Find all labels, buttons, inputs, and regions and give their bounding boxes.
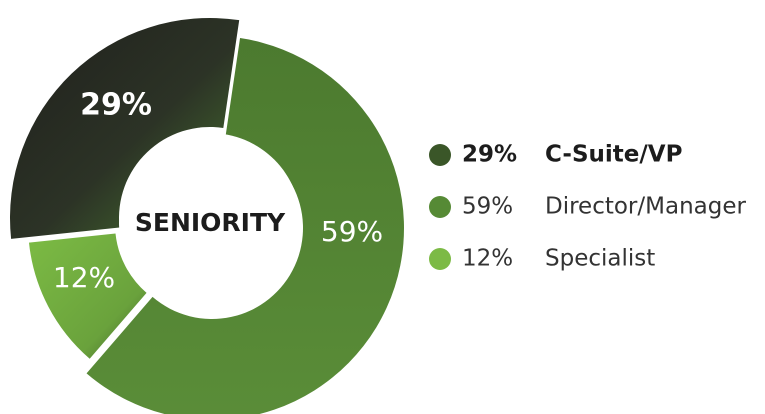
donut-hole <box>119 133 301 315</box>
donut-slice <box>28 233 147 359</box>
legend: 29% C-Suite/VP 59% Director/Manager 12% Speci… <box>429 142 747 272</box>
legend-marker <box>429 144 451 166</box>
donut-slice <box>86 38 404 414</box>
donut-slice <box>9 17 240 239</box>
slice-label: 12% <box>53 261 115 294</box>
legend-label: Specialist <box>545 246 655 272</box>
legend-label: Director/Manager <box>545 194 747 220</box>
legend-value: 12% <box>462 246 513 272</box>
legend-marker <box>429 248 451 270</box>
legend-label: C-Suite/VP <box>545 142 682 168</box>
legend-value: 29% <box>462 142 517 168</box>
slice-label: 29% <box>80 88 152 123</box>
donut <box>9 17 404 414</box>
chart-title: SENIORITY <box>135 208 286 237</box>
legend-marker <box>429 196 451 218</box>
legend-value: 59% <box>462 194 513 220</box>
slice-label: 59% <box>321 215 383 248</box>
